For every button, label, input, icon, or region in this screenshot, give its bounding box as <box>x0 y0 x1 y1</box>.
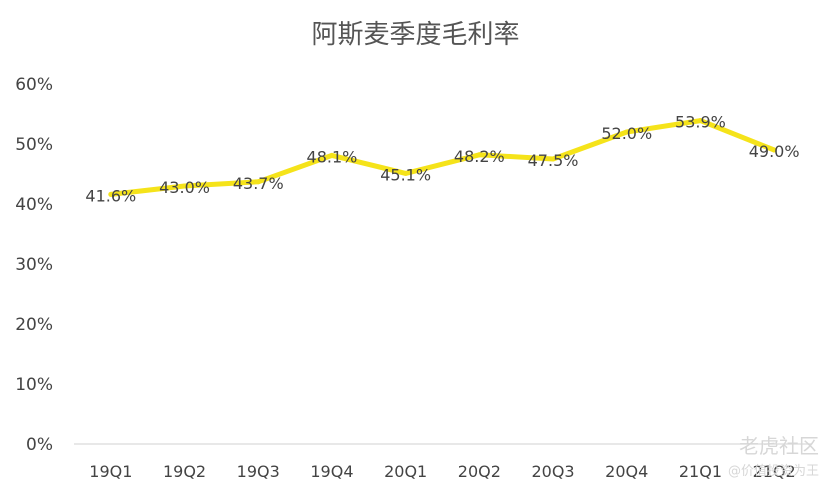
data-label: 53.9% <box>675 113 726 132</box>
data-point <box>771 147 777 153</box>
data-label: 41.6% <box>85 186 136 205</box>
x-tick-label: 19Q2 <box>163 462 206 481</box>
x-tick-label: 21Q1 <box>679 462 722 481</box>
x-tick-label: 19Q1 <box>89 462 132 481</box>
data-label: 48.2% <box>454 147 505 166</box>
x-tick-label: 21Q2 <box>753 462 796 481</box>
y-tick-label: 60% <box>15 75 53 95</box>
data-point <box>329 152 335 158</box>
chart-title: 阿斯麦季度毛利率 <box>311 20 520 50</box>
x-tick-label: 20Q1 <box>384 462 427 481</box>
data-label: 48.1% <box>307 147 358 166</box>
data-point <box>108 191 114 197</box>
data-label: 49.0% <box>749 142 800 161</box>
y-tick-label: 20% <box>15 315 53 335</box>
data-label: 47.5% <box>528 151 579 170</box>
x-tick-label: 20Q4 <box>605 462 648 481</box>
data-label: 52.0% <box>601 124 652 143</box>
watermark-text: 老虎社区 <box>739 434 819 458</box>
y-tick-label: 50% <box>15 135 53 155</box>
x-tick-label: 19Q4 <box>310 462 353 481</box>
x-tick-label: 20Q2 <box>458 462 501 481</box>
watermark-subtext: @价值投资为王 <box>727 464 819 479</box>
x-tick-label: 20Q3 <box>531 462 574 481</box>
data-label: 45.1% <box>380 165 431 184</box>
data-label: 43.0% <box>159 178 210 197</box>
series-line <box>108 118 777 197</box>
data-point <box>697 118 703 124</box>
y-tick-label: 10% <box>15 375 53 395</box>
y-tick-label: 30% <box>15 255 53 275</box>
data-point <box>182 183 188 189</box>
data-point <box>403 170 409 176</box>
data-point <box>550 156 556 162</box>
x-tick-label: 19Q3 <box>237 462 280 481</box>
y-tick-label: 40% <box>15 195 53 215</box>
data-point <box>255 179 261 185</box>
data-point <box>624 129 630 135</box>
y-tick-label: 0% <box>26 435 53 455</box>
data-point <box>476 152 482 158</box>
data-label: 43.7% <box>233 174 284 193</box>
